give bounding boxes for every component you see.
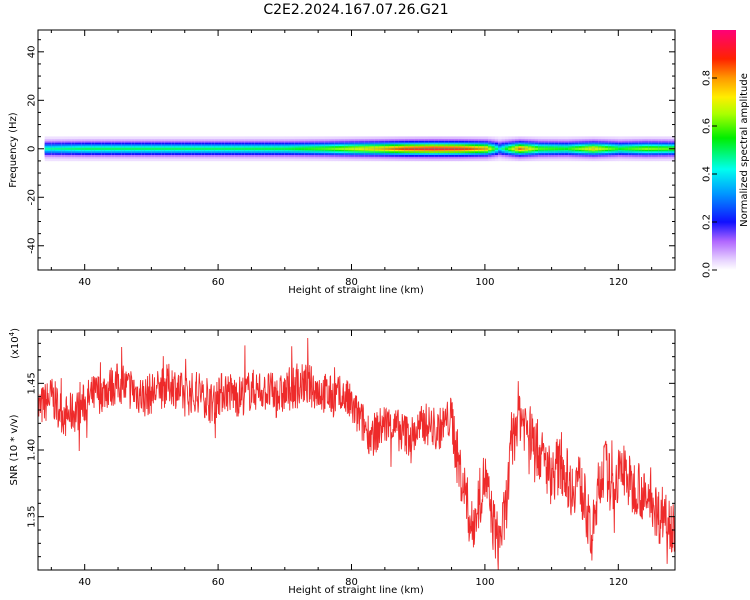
colorbar-ticks: 0.0 0.2 0.4 0.6 0.8 — [702, 70, 717, 278]
snr-y-label: SNR (10 * v/v) — [9, 414, 20, 485]
snr-panel: 40 60 80 100 120 1.35 1.40 1.45 Height of stra… — [8, 328, 676, 596]
x-tick-label: 80 — [345, 577, 358, 588]
snr-y-ticks: 1.35 1.40 1.45 — [27, 329, 675, 571]
x-tick-label: 100 — [475, 277, 494, 288]
x-tick-label: 80 — [345, 277, 358, 288]
snr-scale-note: (x104) — [8, 328, 21, 359]
colorbar-gradient — [712, 30, 736, 270]
colorbar: 0.0 0.2 0.4 0.6 0.8 Normalized spectral ampl… — [702, 30, 750, 278]
colorbar-tick-label: 0.2 — [702, 214, 713, 230]
colorbar-tick-label: 0.0 — [702, 262, 713, 278]
x-tick-label: 60 — [212, 577, 225, 588]
y-tick-label: 1.45 — [27, 372, 38, 394]
y-tick-label: 1.35 — [27, 506, 38, 528]
y-tick-label: 40 — [27, 45, 38, 58]
spectrogram-x-label: Height of straight line (km) — [288, 285, 424, 296]
x-tick-label: 40 — [78, 277, 91, 288]
x-tick-label: 40 — [78, 577, 91, 588]
colorbar-tick-label: 0.4 — [702, 166, 713, 182]
snr-series-line — [38, 338, 675, 570]
colorbar-label: Normalized spectral amplitude — [739, 73, 750, 227]
x-tick-label: 120 — [609, 277, 628, 288]
snr-x-ticks: 40 60 80 100 120 — [50, 330, 653, 588]
x-tick-label: 60 — [212, 277, 225, 288]
snr-x-label: Height of straight line (km) — [288, 585, 424, 596]
spectrogram-x-ticks: 40 60 80 100 120 — [50, 30, 653, 288]
y-tick-label: 20 — [27, 94, 38, 107]
figure-title: C2E2.2024.167.07.26.G21 — [263, 2, 448, 18]
spectrogram-band — [44, 136, 675, 162]
y-tick-label: 1.40 — [27, 439, 38, 461]
spectrogram-panel: 40 60 80 100 120 -40 -20 0 20 40 Height of strai… — [8, 29, 676, 296]
y-tick-label: 0 — [27, 146, 38, 152]
x-tick-label: 100 — [475, 577, 494, 588]
y-tick-label: -20 — [27, 189, 38, 205]
snr-frame — [37, 329, 676, 571]
spectrogram-frame — [37, 29, 676, 271]
y-tick-label: -40 — [27, 238, 38, 254]
spectrogram-y-ticks: -40 -20 0 20 40 — [27, 39, 675, 271]
x-tick-label: 120 — [609, 577, 628, 588]
colorbar-tick-label: 0.6 — [702, 118, 713, 134]
spectrogram-y-label: Frequency (Hz) — [8, 112, 19, 188]
colorbar-tick-label: 0.8 — [702, 70, 713, 86]
